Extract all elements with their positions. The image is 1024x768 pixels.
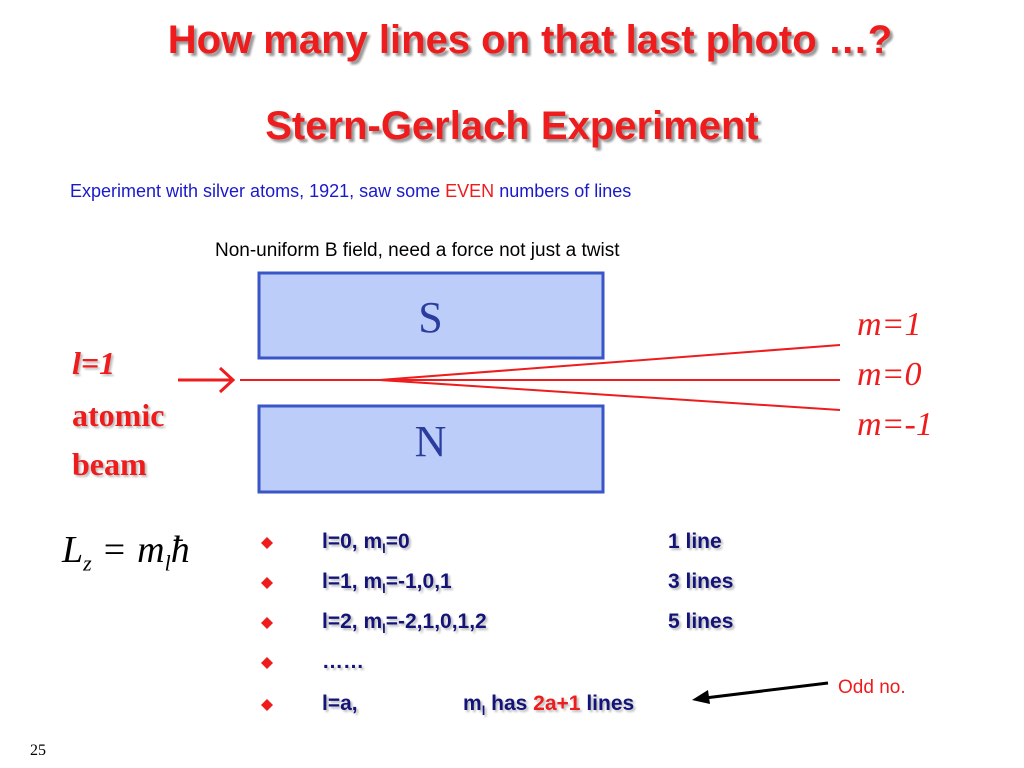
formula-part: ħ [170, 529, 190, 571]
title: How many lines on that last photo …? [167, 18, 893, 62]
bullet: …… [322, 650, 364, 673]
bullet-text: =0 [385, 530, 410, 553]
bullet: l=1, ml=-1,0,1 [322, 570, 452, 596]
beam-label: atomic [72, 397, 165, 433]
subtitle: Stern-Gerlach Experiment [265, 104, 759, 148]
bullet-result: 3 lines [668, 570, 734, 593]
bullet-text: m [463, 692, 482, 715]
formula: Lz = mlħ [62, 528, 190, 577]
magnet-label: S [418, 293, 443, 342]
bullet-text: =-1,0,1 [385, 570, 452, 593]
bullet-text: l=2, m [322, 610, 383, 633]
caption: Non-uniform B field, need a force not ju… [215, 240, 620, 261]
bullet-text: l=0, m [322, 530, 383, 553]
bullet: l=2, ml=-2,1,0,1,2 [322, 610, 487, 636]
intro-highlight: EVEN [445, 181, 495, 201]
bullet: ml has 2a+1 lines [463, 692, 634, 718]
magnet-label: N [414, 417, 447, 466]
beam-label: l=1 [72, 345, 116, 381]
formula-part: L [62, 529, 84, 571]
page-number: 25 [30, 742, 46, 759]
beam-m-1 [379, 379, 841, 411]
formula-sub: l [164, 550, 171, 576]
bullet-result: 1 line [668, 530, 722, 553]
bullet-text: =-2,1,0,1,2 [385, 610, 487, 633]
bullet-text: l=1, m [322, 570, 383, 593]
beam-arrow [178, 366, 236, 394]
formula-sub: z [83, 550, 92, 576]
bullet-sub: l [382, 581, 386, 597]
formula-part: = [103, 529, 126, 571]
bullet-sub: l [382, 541, 386, 557]
magnet-s [257, 271, 605, 360]
magnet-n [257, 404, 605, 494]
intro-text: Experiment with silver atoms, 1921, saw … [70, 181, 446, 201]
formula-part: m [137, 529, 165, 571]
bullet-result: 5 lines [668, 610, 734, 633]
bullet-result: lines [580, 692, 635, 715]
bullet-sub: l [382, 621, 386, 637]
bullet-highlight: 2a+1 [533, 692, 581, 715]
intro-text: numbers of lines [494, 181, 632, 201]
state-label: m=-1 [857, 406, 933, 443]
note: Odd no. [838, 677, 906, 698]
state-label: m=0 [857, 356, 922, 393]
bullet: l=a, [322, 692, 358, 715]
bullet-text: has [485, 692, 534, 715]
beam-m1 [379, 344, 841, 381]
beam-label: beam [72, 446, 147, 482]
bullet-markers [261, 537, 273, 711]
state-label: m=1 [857, 306, 922, 343]
bullet: l=0, ml=0 [322, 530, 410, 556]
bullet-sub: l [481, 703, 486, 719]
intro: Experiment with silver atoms, 1921, saw … [70, 181, 631, 202]
note-arrow [692, 681, 829, 704]
